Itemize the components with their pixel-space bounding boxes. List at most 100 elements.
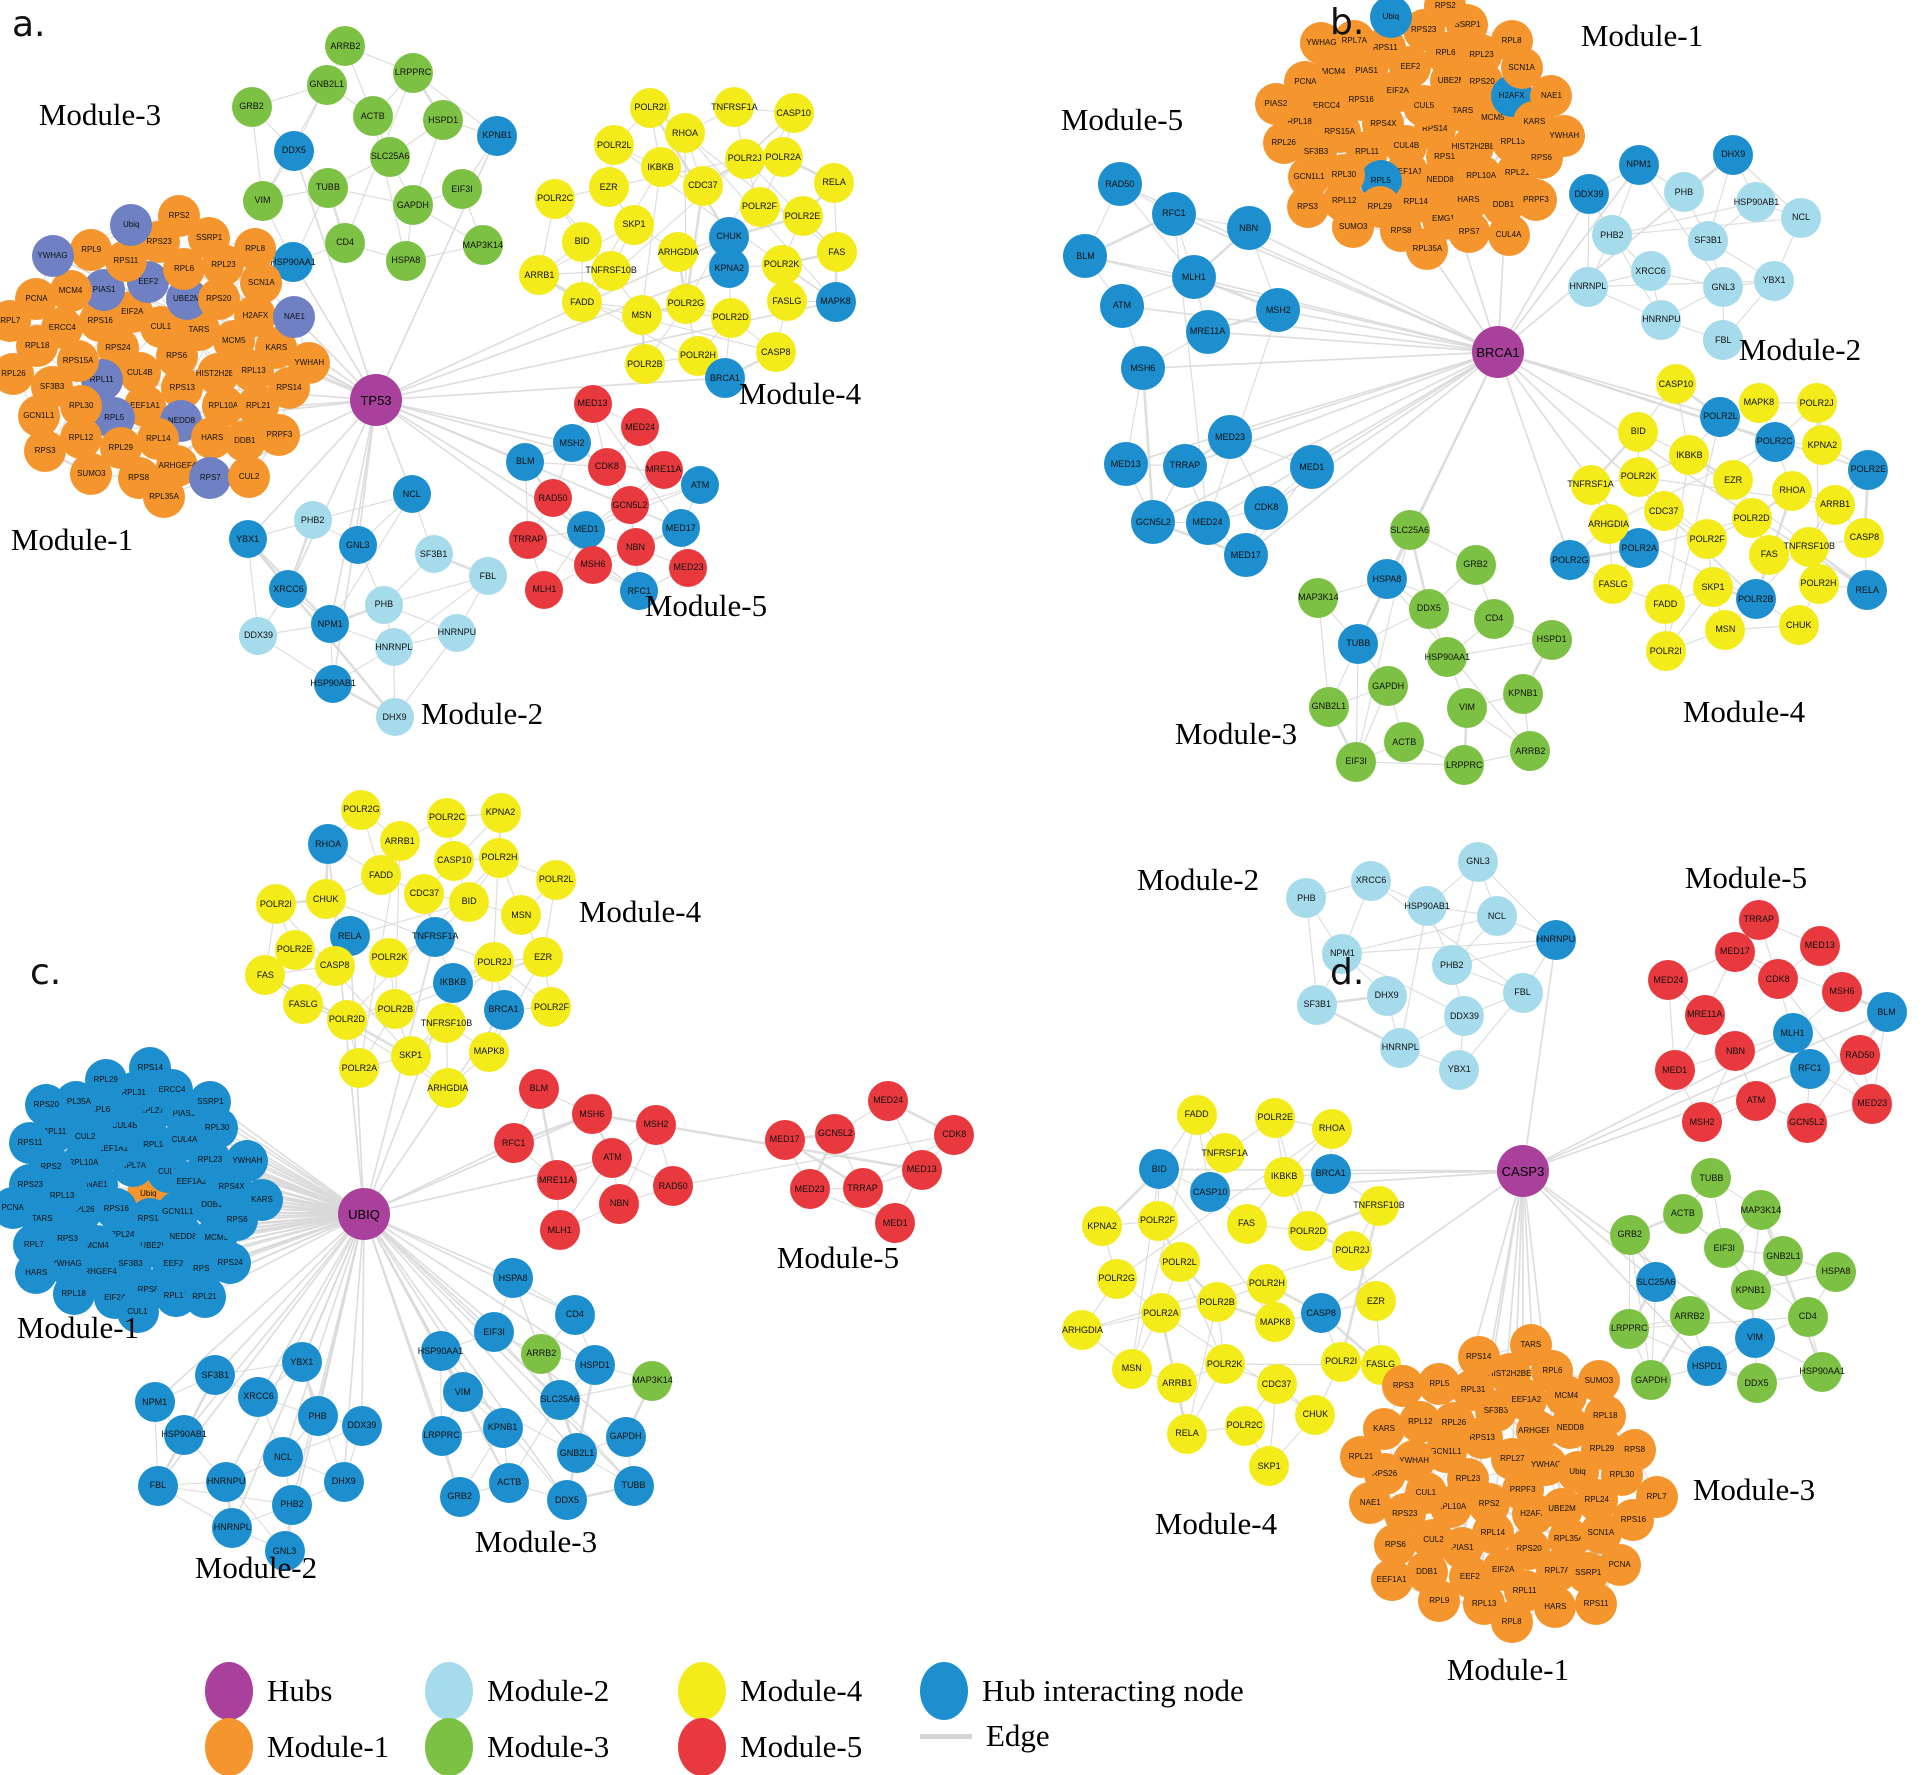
- node-RAD50[interactable]: RAD50: [653, 1166, 694, 1207]
- node-RAD50[interactable]: RAD50: [534, 479, 573, 518]
- node-RFC1[interactable]: RFC1: [493, 1123, 534, 1164]
- hub-node-BRCA1[interactable]: BRCA1: [1472, 326, 1524, 378]
- node-PHB2[interactable]: PHB2: [1431, 945, 1472, 986]
- node-FAS[interactable]: FAS: [1749, 534, 1790, 575]
- node-RPS3[interactable]: RPS3: [1286, 185, 1329, 228]
- node-HSPA8[interactable]: HSPA8: [1815, 1251, 1856, 1292]
- node-RELA[interactable]: RELA: [814, 162, 855, 203]
- node-POLR2C[interactable]: POLR2C: [1754, 421, 1795, 462]
- hub-node-TP53[interactable]: TP53: [350, 374, 402, 426]
- node-POLR2E[interactable]: POLR2E: [1255, 1097, 1296, 1138]
- node-ARRB2[interactable]: ARRB2: [1669, 1296, 1710, 1337]
- node-MAPK8[interactable]: MAPK8: [469, 1031, 509, 1072]
- node-POLR2J[interactable]: POLR2J: [724, 138, 765, 179]
- node-MSN[interactable]: MSN: [501, 895, 542, 936]
- node-HNRNPU[interactable]: HNRNPU: [206, 1461, 247, 1502]
- node-CASP8[interactable]: CASP8: [1844, 517, 1885, 558]
- node-POLR2L[interactable]: POLR2L: [1159, 1242, 1200, 1283]
- node-MSN[interactable]: MSN: [621, 295, 662, 336]
- node-SLC25A6[interactable]: SLC25A6: [370, 136, 411, 177]
- node-POLR2K[interactable]: POLR2K: [369, 937, 410, 978]
- node-RPS3[interactable]: RPS3: [24, 429, 67, 472]
- node-DDX39[interactable]: DDX39: [1568, 174, 1609, 215]
- node-GNL3[interactable]: GNL3: [1703, 267, 1744, 308]
- node-BID[interactable]: BID: [449, 881, 490, 922]
- node-RELA[interactable]: RELA: [1847, 570, 1888, 611]
- node-BRCA1[interactable]: BRCA1: [483, 989, 524, 1030]
- node-RPL7[interactable]: RPL7: [1635, 1475, 1678, 1518]
- node-POLR2K[interactable]: POLR2K: [1618, 456, 1659, 497]
- node-RPL8[interactable]: RPL8: [1490, 19, 1533, 62]
- node-MRE11A[interactable]: MRE11A: [1185, 309, 1230, 354]
- node-FADD[interactable]: FADD: [562, 282, 603, 323]
- node-DDX5[interactable]: DDX5: [547, 1480, 587, 1521]
- node-RPL18[interactable]: RPL18: [52, 1273, 95, 1316]
- node-TRRAP[interactable]: TRRAP: [1738, 899, 1779, 940]
- node-POLR2H[interactable]: POLR2H: [479, 837, 520, 878]
- node-YWHAH[interactable]: YWHAH: [226, 1139, 269, 1182]
- node-XRCC6[interactable]: XRCC6: [1630, 251, 1671, 292]
- node-KARS[interactable]: KARS: [241, 1179, 284, 1222]
- node-RPL21[interactable]: RPL21: [183, 1275, 226, 1318]
- node-MSH2[interactable]: MSH2: [635, 1104, 676, 1145]
- node-IKBKB[interactable]: IKBKB: [433, 962, 474, 1003]
- node-MLH1[interactable]: MLH1: [1772, 1013, 1813, 1054]
- node-POLR2D[interactable]: POLR2D: [1731, 498, 1772, 539]
- node-FADD[interactable]: FADD: [1645, 584, 1686, 625]
- node-NAE1[interactable]: NAE1: [1349, 1482, 1392, 1525]
- node-FAS[interactable]: FAS: [1226, 1203, 1267, 1244]
- node-RPL26[interactable]: RPL26: [1262, 122, 1305, 165]
- node-POLR2L[interactable]: POLR2L: [594, 125, 635, 166]
- node-RPL35A[interactable]: RPL35A: [1406, 227, 1449, 270]
- node-MED24[interactable]: MED24: [868, 1080, 909, 1121]
- node-MED23[interactable]: MED23: [789, 1169, 830, 1210]
- node-GNL3[interactable]: GNL3: [1458, 841, 1499, 882]
- node-HSP90AA1[interactable]: HSP90AA1: [1799, 1351, 1845, 1392]
- node-RPL29[interactable]: RPL29: [84, 1059, 127, 1102]
- node-FADD[interactable]: FADD: [1176, 1094, 1217, 1135]
- node-FASLG[interactable]: FASLG: [766, 281, 807, 322]
- node-CDK8[interactable]: CDK8: [1757, 959, 1798, 1000]
- node-FASLG[interactable]: FASLG: [1360, 1344, 1401, 1385]
- node-MLH1[interactable]: MLH1: [1171, 255, 1216, 300]
- node-GCN5L2[interactable]: GCN5L2: [1131, 500, 1176, 545]
- node-KPNA2[interactable]: KPNA2: [1082, 1206, 1123, 1247]
- node-HSPD1[interactable]: HSPD1: [1687, 1346, 1728, 1387]
- node-HNRNPL[interactable]: HNRNPL: [212, 1507, 253, 1548]
- node-BID[interactable]: BID: [1139, 1149, 1180, 1190]
- node-HNRNPU[interactable]: HNRNPU: [1535, 919, 1576, 960]
- node-PCNA[interactable]: PCNA: [1598, 1543, 1641, 1586]
- node-EZR[interactable]: EZR: [588, 167, 629, 208]
- node-TARS[interactable]: TARS: [1509, 1324, 1552, 1367]
- node-TNFRSF10B[interactable]: TNFRSF10B: [1784, 526, 1835, 567]
- node-TNFRSF10B[interactable]: TNFRSF10B: [421, 1003, 472, 1044]
- node-GCN5L2[interactable]: GCN5L2: [610, 486, 649, 525]
- node-TNFRSF10B[interactable]: TNFRSF10B: [585, 250, 637, 291]
- node-GAPDH[interactable]: GAPDH: [605, 1416, 646, 1457]
- node-Ubiq[interactable]: Ubiq: [110, 204, 153, 247]
- node-ATM[interactable]: ATM: [681, 466, 720, 505]
- node-RPL12[interactable]: RPL12: [59, 417, 102, 460]
- node-FBL[interactable]: FBL: [1502, 972, 1543, 1013]
- node-RPL9[interactable]: RPL9: [1418, 1579, 1461, 1622]
- node-NCL[interactable]: NCL: [262, 1437, 303, 1478]
- node-HSP90AB1[interactable]: HSP90AB1: [1734, 182, 1779, 223]
- node-MED1[interactable]: MED1: [875, 1203, 916, 1244]
- node-MED17[interactable]: MED17: [661, 509, 700, 548]
- node-POLR2G[interactable]: POLR2G: [1096, 1258, 1137, 1299]
- node-ATM[interactable]: ATM: [592, 1137, 633, 1178]
- node-TNFRSF1A[interactable]: TNFRSF1A: [711, 87, 758, 128]
- node-SF3B1[interactable]: SF3B1: [195, 1355, 236, 1396]
- node-HNRNPU[interactable]: HNRNPU: [438, 613, 476, 652]
- node-SCN1A[interactable]: SCN1A: [240, 262, 283, 305]
- node-SLC25A6[interactable]: SLC25A6: [1636, 1262, 1677, 1303]
- node-PHB2[interactable]: PHB2: [271, 1484, 312, 1525]
- node-GNB2L1[interactable]: GNB2L1: [306, 64, 347, 105]
- node-BLM[interactable]: BLM: [1063, 234, 1108, 279]
- node-Ubiq[interactable]: Ubiq: [1369, 0, 1412, 38]
- node-MED17[interactable]: MED17: [1223, 533, 1268, 578]
- node-DDX39[interactable]: DDX39: [341, 1405, 382, 1446]
- node-POLR2C[interactable]: POLR2C: [535, 178, 576, 219]
- node-MAP3K14[interactable]: MAP3K14: [1741, 1190, 1781, 1231]
- node-MAP3K14[interactable]: MAP3K14: [632, 1360, 673, 1401]
